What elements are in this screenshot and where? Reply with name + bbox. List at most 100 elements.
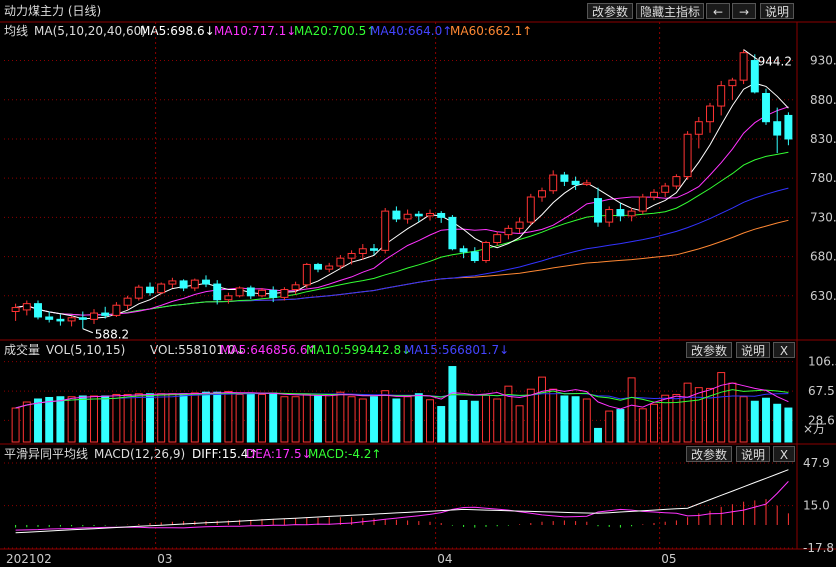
volume-bar <box>123 393 132 443</box>
volume-bar <box>302 393 311 443</box>
ma10-line <box>15 106 789 316</box>
macd-indicator-bar: 平滑异同平均线 MACD(12,26,9) DIFF:15.4↑ DEA:17.… <box>0 445 836 463</box>
macd-edit-params-button[interactable]: 改参数 <box>686 446 732 462</box>
volume-bar <box>358 398 367 443</box>
candle-body <box>605 209 614 223</box>
volume-bar <box>347 396 356 443</box>
candle-body <box>426 212 434 217</box>
volume-bar <box>258 393 266 443</box>
vol-indicator-name: 成交量 <box>4 343 41 357</box>
candle-body <box>269 289 278 298</box>
price-tick-label: 730.0 <box>810 210 836 224</box>
volume-bar <box>157 393 166 443</box>
candle-body <box>280 289 289 298</box>
macd-close-button[interactable]: X <box>773 446 795 462</box>
volume-bar <box>717 372 726 443</box>
volume-bar <box>694 387 703 443</box>
ma5-line <box>15 82 789 320</box>
help-button[interactable]: 说明 <box>760 3 794 19</box>
volume-bar <box>34 398 42 443</box>
vol-help-button[interactable]: 说明 <box>736 342 770 358</box>
candle-body <box>403 213 412 220</box>
candle-body <box>470 251 479 262</box>
volume-bar <box>493 398 502 443</box>
volume-bar <box>392 398 401 443</box>
arrow-left-icon[interactable]: ← <box>706 3 730 19</box>
candle-body <box>190 279 199 289</box>
ma40-value: MA40:664.0↑ <box>370 24 453 38</box>
vol-close-button[interactable]: X <box>773 342 795 358</box>
macd-indicator-name: 平滑异同平均线 <box>4 447 89 461</box>
volume-bar <box>224 390 233 443</box>
ma60-value: MA60:662.1↑ <box>450 24 533 38</box>
diff-value: DIFF:15.4↑ <box>192 447 259 461</box>
volume-bar <box>638 408 647 443</box>
volume-bar <box>56 396 65 443</box>
volume-bar <box>437 406 446 443</box>
volume-bar <box>549 388 558 443</box>
candle-body <box>134 286 143 299</box>
price-tick-label: 630.0 <box>810 289 836 303</box>
candle-body <box>358 248 367 254</box>
candle-body <box>739 52 748 81</box>
candle-body <box>706 105 714 123</box>
macd-value: MACD:-4.2↑ <box>308 447 382 461</box>
volume-bar <box>45 396 54 443</box>
volume-bar <box>246 392 255 443</box>
candle-body <box>414 213 423 217</box>
candle-body <box>246 287 255 297</box>
price-tick-label: 680.0 <box>810 250 836 264</box>
candle-body <box>146 286 154 294</box>
candle-body <box>22 303 31 311</box>
candle-body <box>571 180 580 185</box>
high-pointer <box>743 49 758 60</box>
vol-unit-label: ×万 <box>803 422 825 436</box>
macd-help-button[interactable]: 说明 <box>736 446 770 462</box>
candle-body <box>560 174 569 182</box>
volume-bar <box>459 400 468 443</box>
candle-body <box>347 252 356 259</box>
volume-bar <box>235 393 244 443</box>
volume-bar <box>190 392 199 443</box>
candle-body <box>672 176 681 187</box>
volume-bar <box>403 396 412 443</box>
chart-title: 动力煤主力 (日线) <box>4 4 102 18</box>
candle-body <box>168 280 177 285</box>
macd-plot <box>15 469 789 534</box>
volume-bar <box>78 395 87 443</box>
candle-body <box>515 221 524 229</box>
candle-body <box>56 318 65 322</box>
vol-edit-params-button[interactable]: 改参数 <box>686 342 732 358</box>
low-pointer <box>82 328 93 334</box>
volume-bar <box>728 382 737 443</box>
candle-body <box>694 121 703 135</box>
hide-main-indicator-button[interactable]: 隐藏主指标 <box>636 3 704 19</box>
candle-body <box>157 283 166 294</box>
candle-body <box>683 133 692 178</box>
price-tick-label: 930.0 <box>810 54 836 68</box>
candle-body <box>549 174 558 192</box>
candle-body <box>594 198 602 223</box>
volume-bar <box>213 391 222 443</box>
vol-tick-label: 106.5 <box>808 355 836 369</box>
volume-bar <box>650 403 658 443</box>
candle-body <box>291 284 300 291</box>
high-annotation: 944.2 <box>758 55 792 69</box>
vol-value: VOL:558101.0↓ <box>150 343 246 357</box>
volume-bar <box>482 394 490 443</box>
volume-bar <box>470 400 479 443</box>
title-bar: 动力煤主力 (日线) 改参数 隐藏主指标 ← → 说明 <box>0 0 836 22</box>
volume-bar <box>314 395 322 443</box>
volume-bar <box>571 396 580 443</box>
volume-bar <box>616 409 625 443</box>
date-tick-label: 05 <box>661 552 676 566</box>
volume-bar <box>67 396 76 443</box>
arrow-right-icon[interactable]: → <box>732 3 756 19</box>
volume-bar <box>526 388 535 443</box>
volume-bar <box>627 377 636 443</box>
edit-params-button[interactable]: 改参数 <box>587 3 633 19</box>
vol-indicator-params: VOL(5,10,15) <box>46 343 126 357</box>
volume-plot <box>11 366 793 443</box>
volume-bar <box>168 393 177 443</box>
